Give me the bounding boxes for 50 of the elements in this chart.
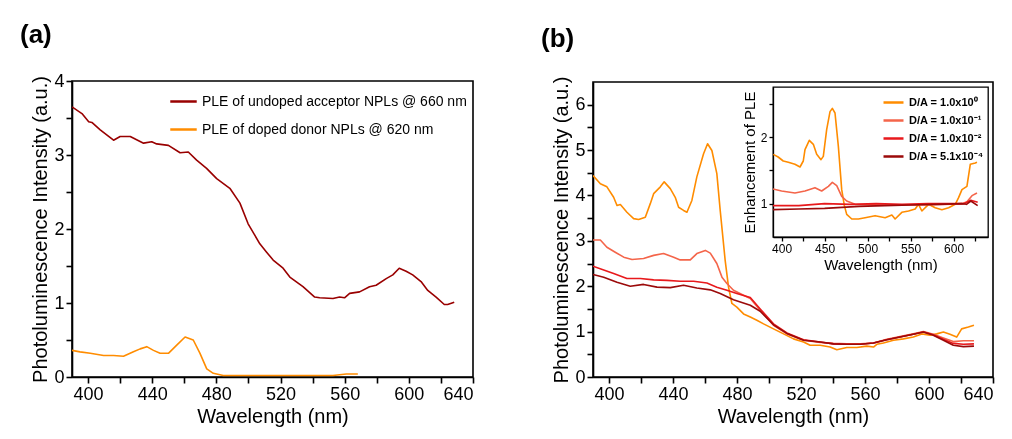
y-tick-label: 1 <box>575 321 586 342</box>
y-axis-title: Enhancement of PLE <box>740 91 758 234</box>
x-tick-label: 400 <box>594 383 625 404</box>
x-tick-label: 400 <box>772 241 793 256</box>
x-axis-title: Wavelength (nm) <box>824 255 938 273</box>
x-tick-label: 480 <box>722 383 753 404</box>
y-tick-label: 4 <box>575 184 586 205</box>
x-tick-label: 640 <box>443 383 474 404</box>
y-tick-label: 3 <box>54 144 65 165</box>
y-axis-title: Photoluminescence Intensity (a.u.) <box>550 76 573 384</box>
y-tick-label: 1 <box>760 197 768 212</box>
line-series <box>72 336 359 377</box>
chart-title: (b) <box>541 23 575 54</box>
x-tick-label: 400 <box>73 383 104 404</box>
x-tick-label: 600 <box>914 383 945 404</box>
legend-label: D/A = 1.0x10⁰ <box>909 95 978 108</box>
y-tick-label: 0 <box>54 366 65 387</box>
x-axis-title: Wavelength (nm) <box>717 404 870 427</box>
y-tick-label: 2 <box>54 218 65 239</box>
x-tick-label: 640 <box>963 383 994 404</box>
x-axis-title: Wavelength (nm) <box>197 404 349 427</box>
x-tick-label: 440 <box>658 383 689 404</box>
legend-label: PLE of doped donor NPLs @ 620 nm <box>202 120 434 137</box>
legend-label: D/A = 5.1x10⁻⁴ <box>909 149 984 162</box>
y-tick-label: 5 <box>575 139 586 160</box>
y-tick-label: 2 <box>760 130 768 145</box>
y-tick-label: 4 <box>54 70 65 91</box>
line-series <box>773 200 979 211</box>
y-tick-label: 1 <box>54 292 65 313</box>
x-tick-label: 520 <box>266 383 297 404</box>
y-tick-label: 6 <box>575 94 586 115</box>
x-tick-label: 480 <box>201 383 232 404</box>
y-axis-title: Photoluminescence Intensity (a.u.) <box>29 76 52 383</box>
x-tick-label: 560 <box>850 383 881 404</box>
x-tick-label: 560 <box>330 383 361 404</box>
y-tick-label: 0 <box>575 366 586 387</box>
x-tick-label: 600 <box>394 383 425 404</box>
y-tick-label: 2 <box>575 275 586 296</box>
x-tick-label: 600 <box>944 241 965 256</box>
legend-label: D/A = 1.0x10⁻¹ <box>909 113 982 126</box>
x-tick-label: 550 <box>901 241 922 256</box>
x-tick-label: 440 <box>137 383 168 404</box>
x-tick-label: 500 <box>858 241 879 256</box>
y-tick-label: 3 <box>575 230 586 251</box>
chart-title: (a) <box>20 19 52 49</box>
x-tick-label: 520 <box>786 383 817 404</box>
legend-label: D/A = 1.0x10⁻² <box>909 131 982 144</box>
legend-label: PLE of undoped acceptor NPLs @ 660 nm <box>202 92 467 109</box>
line-series <box>593 239 975 345</box>
x-tick-label: 450 <box>815 241 836 256</box>
